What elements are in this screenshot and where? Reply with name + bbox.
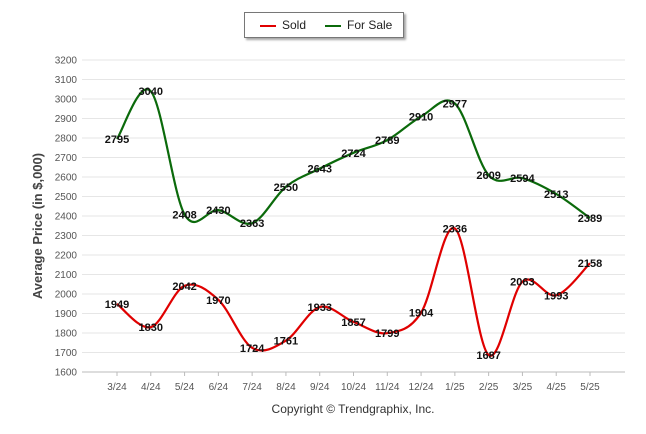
x-tick-label: 5/24 (175, 382, 195, 393)
series-line-sold (116, 227, 591, 357)
x-axis-ticks: 3/24 4/24 5/24 6/24 7/24 8/24 9/24 10/24 11/24 12… (107, 372, 600, 393)
x-tick-label: 6/24 (209, 382, 229, 393)
series-line-for-sale (116, 88, 591, 225)
data-label-for-sale: 2363 (240, 218, 264, 230)
data-label-sold: 2158 (578, 258, 602, 270)
y-tick-label: 2500 (55, 192, 78, 203)
y-tick-label: 1700 (55, 348, 78, 359)
series-lines (116, 88, 591, 357)
x-tick-label: 2/25 (479, 382, 499, 393)
data-label-sold: 1830 (139, 322, 163, 334)
x-tick-label: 4/25 (546, 382, 566, 393)
data-label-for-sale: 2408 (172, 209, 196, 221)
legend-label-for-sale[interactable]: For Sale (347, 18, 393, 32)
y-tick-label: 2100 (55, 270, 78, 281)
x-tick-label: 1/25 (445, 382, 465, 393)
data-label-for-sale: 2513 (544, 189, 568, 201)
data-label-for-sale: 2550 (274, 182, 298, 194)
data-label-sold: 1761 (274, 336, 298, 348)
legend-swatch-sold (260, 25, 276, 27)
data-label-for-sale: 2594 (510, 173, 535, 185)
data-label-sold: 1857 (341, 317, 365, 329)
legend-label-sold[interactable]: Sold (282, 18, 307, 32)
data-label-sold: 1993 (544, 290, 568, 302)
data-label-for-sale: 2977 (443, 98, 467, 110)
data-label-for-sale: 2789 (375, 135, 399, 147)
copyright-credit: Copyright © Trendgraphix, Inc. (271, 402, 435, 416)
data-label-for-sale: 2609 (476, 170, 500, 182)
x-tick-label: 4/24 (141, 382, 161, 393)
x-tick-label: 12/24 (409, 382, 434, 393)
x-tick-label: 10/24 (341, 382, 366, 393)
y-tick-label: 2800 (55, 134, 78, 145)
data-label-sold: 1949 (105, 299, 129, 311)
x-tick-label: 8/24 (276, 382, 296, 393)
data-label-sold: 2042 (172, 281, 196, 293)
data-label-sold: 1970 (206, 295, 230, 307)
data-label-for-sale: 2910 (409, 112, 433, 124)
data-label-for-sale: 3040 (139, 86, 163, 98)
data-label-sold: 2336 (443, 223, 467, 235)
data-label-sold: 1724 (240, 343, 265, 355)
y-axis-label: Average Price (in $,000) (30, 153, 45, 299)
y-tick-label: 2300 (55, 231, 78, 242)
y-tick-label: 2000 (55, 290, 78, 301)
y-tick-label: 2200 (55, 251, 78, 262)
data-label-sold: 2063 (510, 277, 534, 289)
data-label-sold: 1687 (476, 350, 500, 362)
data-label-sold: 1933 (307, 302, 331, 314)
y-tick-label: 3200 (55, 56, 78, 67)
x-tick-label: 3/24 (107, 382, 127, 393)
y-tick-label: 3000 (55, 95, 78, 106)
x-tick-label: 5/25 (580, 382, 600, 393)
data-label-for-sale: 2795 (105, 134, 129, 146)
data-labels: 1949 1830 2042 1970 1724 1761 1933 1857 1799 1904… (105, 86, 602, 362)
legend: Sold For Sale (244, 12, 404, 38)
data-label-for-sale: 2389 (578, 213, 602, 225)
x-tick-label: 3/25 (513, 382, 533, 393)
y-tick-label: 2700 (55, 153, 78, 164)
x-tick-label: 11/24 (375, 382, 400, 393)
y-tick-label: 2400 (55, 212, 78, 223)
data-label-for-sale: 2430 (206, 205, 230, 217)
y-tick-label: 1800 (55, 329, 78, 340)
x-tick-label: 7/24 (242, 382, 262, 393)
data-label-for-sale: 2724 (341, 148, 366, 160)
y-tick-label: 1900 (55, 309, 78, 320)
y-tick-label: 1600 (55, 368, 78, 379)
y-axis-ticks: 1600 1700 1800 1900 2000 2100 2200 2300 2400 2500… (55, 56, 78, 379)
data-label-sold: 1799 (375, 328, 399, 340)
data-label-sold: 1904 (409, 308, 434, 320)
x-tick-label: 9/24 (310, 382, 330, 393)
y-tick-label: 3100 (55, 75, 78, 86)
data-label-for-sale: 2643 (307, 164, 331, 176)
legend-swatch-for-sale (325, 25, 341, 27)
y-tick-label: 2600 (55, 173, 78, 184)
y-tick-label: 2900 (55, 114, 78, 125)
